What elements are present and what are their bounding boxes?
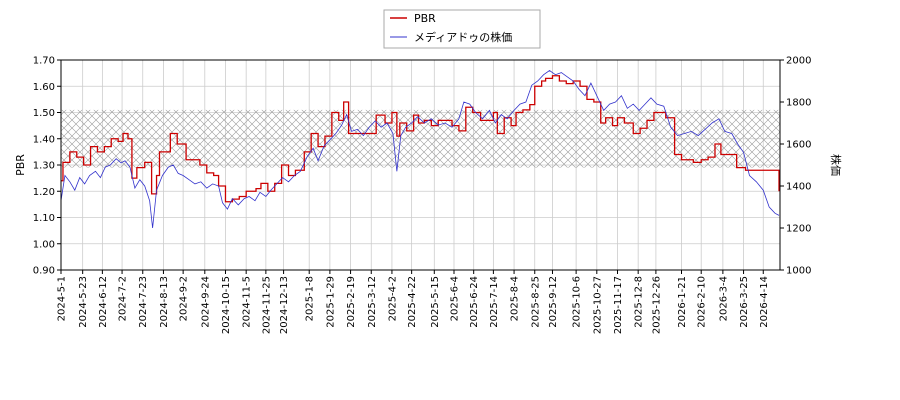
x-tick-label: 2026-2-10 <box>697 276 708 328</box>
x-tick-label: 2024-11-25 <box>261 276 272 334</box>
x-tick-label: 2025-6-24 <box>469 276 480 328</box>
right-tick-label: 2000 <box>786 56 811 67</box>
x-tick-label: 2025-12-8 <box>634 276 645 328</box>
x-tick-label: 2025-5-15 <box>430 276 441 328</box>
x-tick-label: 2025-3-12 <box>367 276 378 328</box>
left-tick-label: 1.10 <box>33 213 55 224</box>
x-tick-label: 2026-1-21 <box>677 276 688 328</box>
right-axis-ticks: 1000 1200 1400 1600 1800 2000 <box>780 56 811 277</box>
x-tick-label: 2025-10-27 <box>592 276 603 334</box>
right-tick-label: 1400 <box>786 182 811 193</box>
right-axis-label: 株価 <box>829 154 843 176</box>
right-tick-label: 1600 <box>786 140 811 151</box>
left-tick-label: 1.40 <box>33 134 55 145</box>
x-tick-label: 2025-8-4 <box>510 276 521 321</box>
x-tick-label: 2026-4-14 <box>759 276 770 328</box>
stock-price-series-line <box>61 70 780 229</box>
x-tick-label: 2024-7-2 <box>118 276 129 321</box>
right-tick-label: 1000 <box>786 266 811 277</box>
x-tick-label: 2024-10-15 <box>221 276 232 334</box>
pbr-range-band <box>61 109 780 168</box>
legend: PBR メディアドゥの株価 <box>383 9 541 49</box>
right-tick-label: 1800 <box>786 98 811 109</box>
x-tick-label: 2025-12-26 <box>651 276 662 334</box>
x-tick-label: 2025-1-8 <box>305 276 316 321</box>
pbr-series-line <box>61 75 780 203</box>
legend-label-pbr: PBR <box>414 12 436 25</box>
x-tick-label: 2024-7-23 <box>138 276 149 328</box>
x-tick-label: 2024-9-2 <box>179 276 190 321</box>
x-tick-label: 2024-8-13 <box>159 276 170 328</box>
x-axis-ticks: 2024-5-1 2024-5-23 2024-6-12 2024-7-2 2024-7… <box>57 270 770 334</box>
x-tick-label: 2026-3-25 <box>739 276 750 328</box>
right-tick-label: 1200 <box>786 224 811 235</box>
x-tick-label: 2025-1-29 <box>325 276 336 328</box>
x-tick-label: 2024-5-1 <box>57 276 68 321</box>
left-tick-label: 1.20 <box>33 187 55 198</box>
x-tick-label: 2024-11-5 <box>242 276 253 328</box>
left-tick-label: 1.60 <box>33 82 55 93</box>
left-tick-label: 0.90 <box>33 266 55 277</box>
x-tick-label: 2025-8-25 <box>530 276 541 328</box>
x-tick-label: 2024-12-13 <box>279 276 290 334</box>
x-tick-label: 2025-7-14 <box>489 276 500 328</box>
legend-box <box>383 9 541 49</box>
series-layer <box>61 70 780 229</box>
x-tick-label: 2025-9-12 <box>548 276 559 328</box>
x-tick-label: 2025-6-4 <box>449 276 460 321</box>
x-tick-label: 2025-4-2 <box>387 276 398 321</box>
left-axis-label: PBR <box>14 154 27 176</box>
x-tick-label: 2024-5-23 <box>78 276 89 328</box>
left-tick-label: 1.30 <box>33 161 55 172</box>
left-tick-label: 1.50 <box>33 108 55 119</box>
x-tick-label: 2025-4-22 <box>407 276 418 328</box>
x-tick-label: 2025-2-19 <box>346 276 357 328</box>
x-tick-label: 2024-9-24 <box>200 276 211 328</box>
x-tick-label: 2024-6-12 <box>98 276 109 328</box>
x-tick-label: 2026-3-4 <box>718 276 729 321</box>
left-tick-label: 1.00 <box>33 239 55 250</box>
left-axis-ticks: 0.90 1.00 1.10 1.20 1.30 1.40 1.50 1.60 1.70 <box>33 56 61 277</box>
legend-label-stock: メディアドゥの株価 <box>414 30 512 44</box>
left-tick-label: 1.70 <box>33 56 55 67</box>
x-tick-label: 2025-10-6 <box>572 276 583 328</box>
x-tick-label: 2025-11-17 <box>613 276 624 334</box>
